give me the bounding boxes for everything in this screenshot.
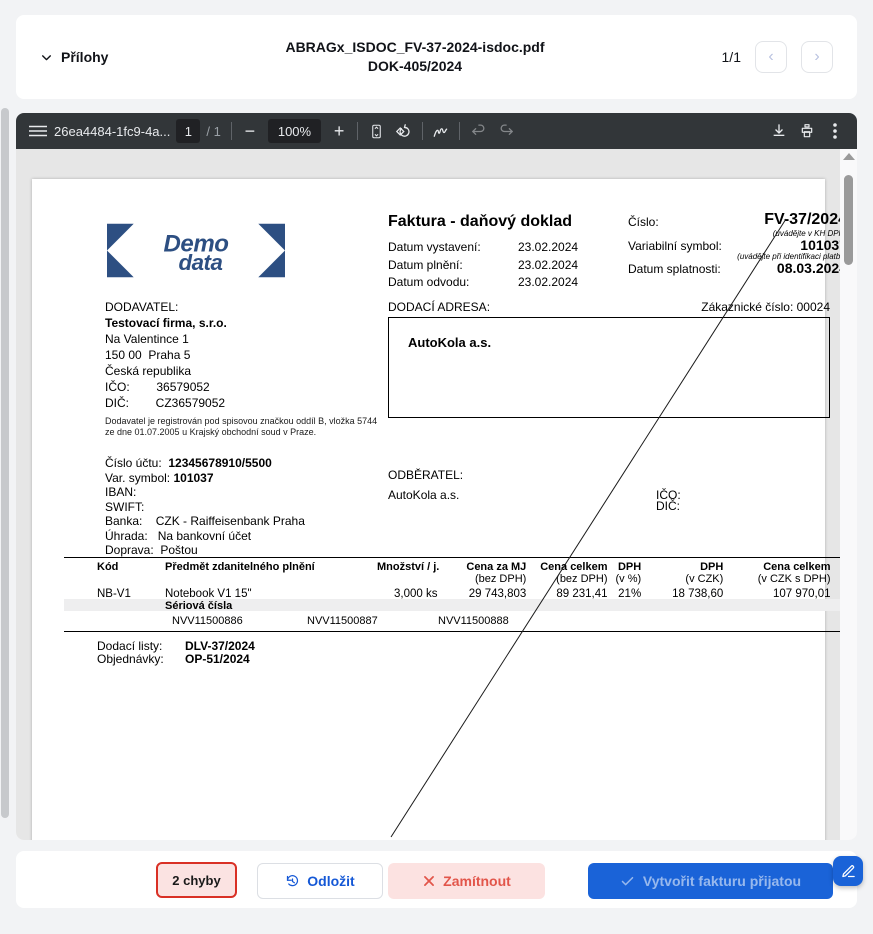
svg-text:data: data <box>178 250 222 275</box>
